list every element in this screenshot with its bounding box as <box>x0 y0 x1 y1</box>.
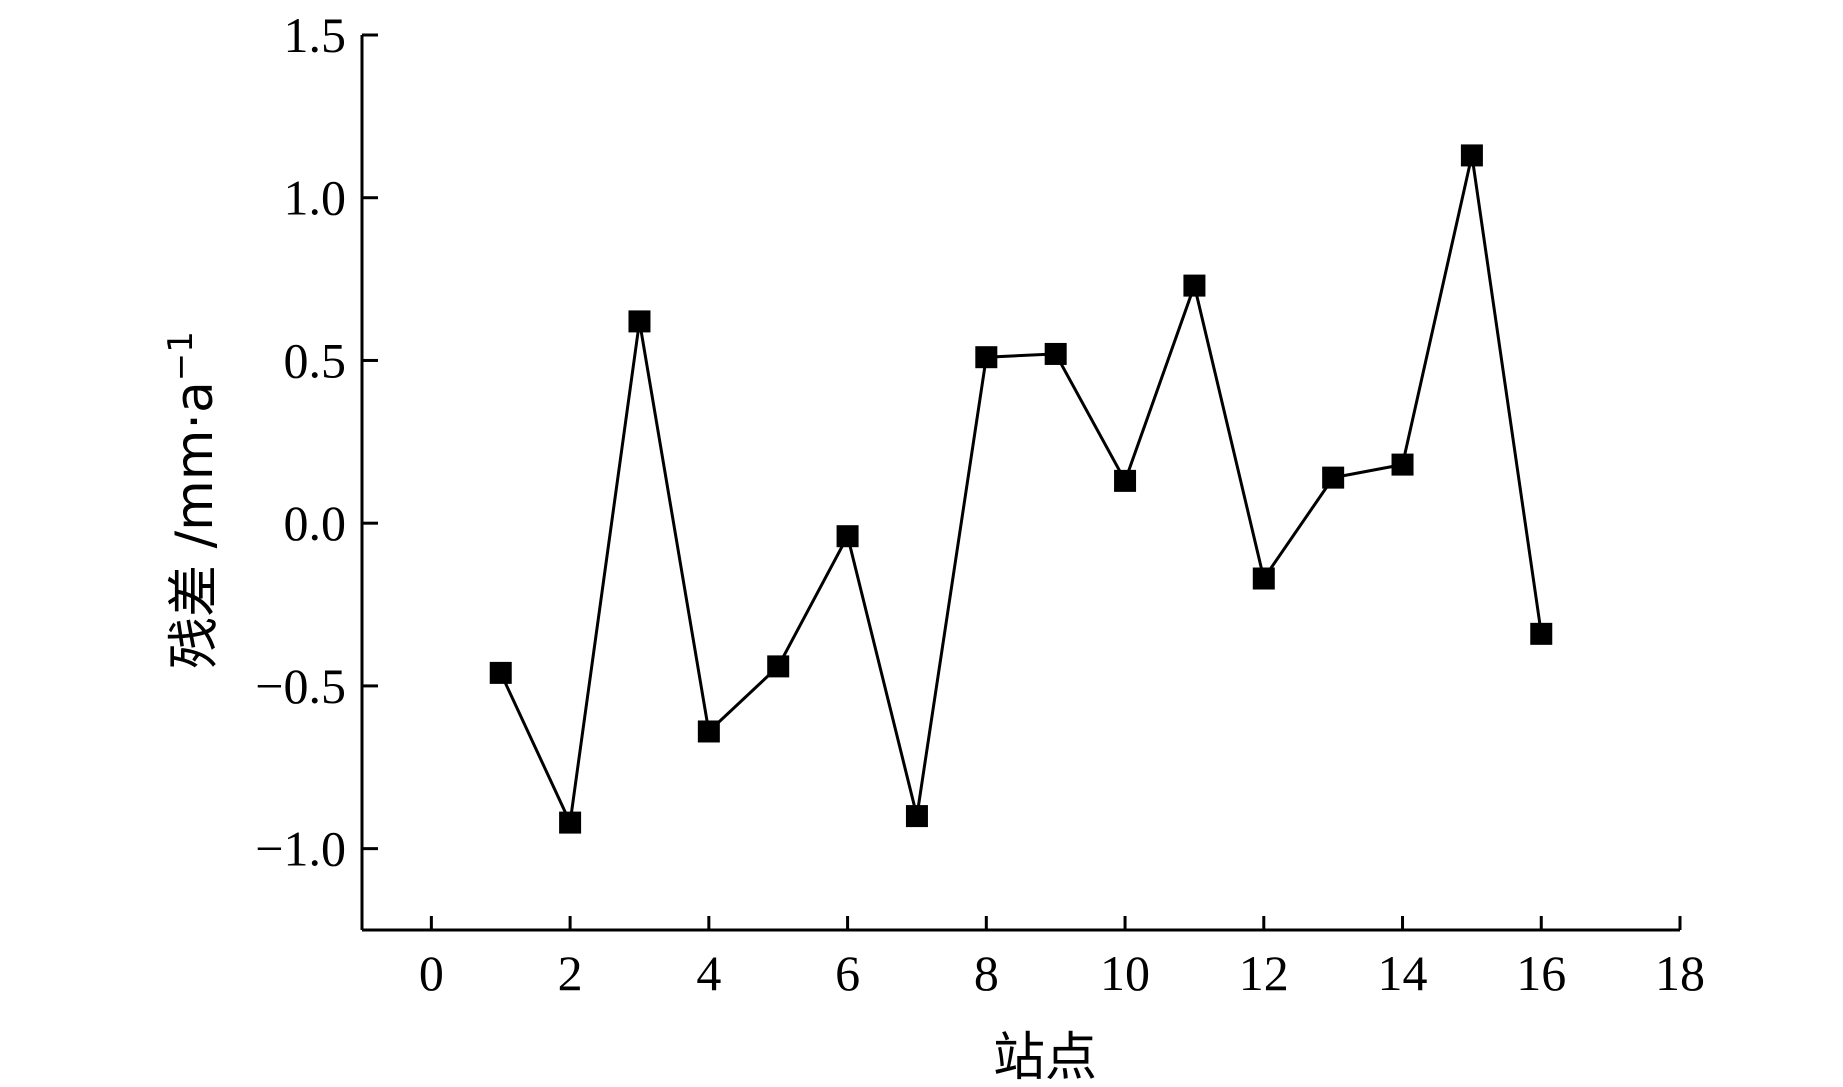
data-point <box>1114 469 1137 492</box>
x-tick-label: 12 <box>1239 945 1289 1001</box>
series-line <box>499 155 1543 828</box>
axes <box>360 35 1680 932</box>
data-point <box>1252 567 1275 590</box>
x-axis-title: 站点 <box>993 1028 1097 1087</box>
data-point <box>836 525 859 548</box>
data-point <box>1391 453 1414 476</box>
x-tick-label: 2 <box>558 945 583 1001</box>
x-tick-label: 10 <box>1100 945 1150 1001</box>
data-point <box>975 346 998 369</box>
data-point <box>628 310 651 333</box>
x-tick-label: 4 <box>696 945 721 1001</box>
data-point <box>1460 144 1483 167</box>
y-tick-label: −0.5 <box>255 658 346 714</box>
y-tick-label: 0.0 <box>284 495 347 551</box>
x-tick-label: 0 <box>419 945 444 1001</box>
data-point <box>559 811 582 834</box>
y-axis-ticks: −1.0 −0.5 0.0 0.5 1.0 1.5 <box>255 7 378 877</box>
x-tick-label: 18 <box>1655 945 1705 1001</box>
data-point <box>489 661 512 684</box>
y-tick-label: 1.0 <box>284 170 347 226</box>
y-axis-title-superscript: −1 <box>161 331 201 381</box>
x-tick-label: 6 <box>835 945 860 1001</box>
data-point <box>1044 342 1067 365</box>
data-point <box>1322 466 1345 489</box>
x-tick-label: 16 <box>1516 945 1566 1001</box>
y-axis-title-main: 残差 /mm·a <box>165 381 225 669</box>
y-tick-label: −1.0 <box>255 821 346 877</box>
x-tick-label: 8 <box>974 945 999 1001</box>
data-point <box>697 720 720 743</box>
data-point <box>1530 622 1553 645</box>
plot-area <box>489 144 1553 834</box>
data-point <box>767 655 790 678</box>
data-point <box>1183 274 1206 297</box>
x-tick-label: 14 <box>1378 945 1428 1001</box>
y-tick-label: 1.5 <box>284 7 347 63</box>
y-tick-label: 0.5 <box>284 332 347 388</box>
data-point <box>905 805 928 828</box>
y-axis-title: 残差 /mm·a−1 <box>161 331 225 669</box>
x-axis-ticks: 0 2 4 6 8 10 12 14 16 18 <box>419 916 1705 1001</box>
